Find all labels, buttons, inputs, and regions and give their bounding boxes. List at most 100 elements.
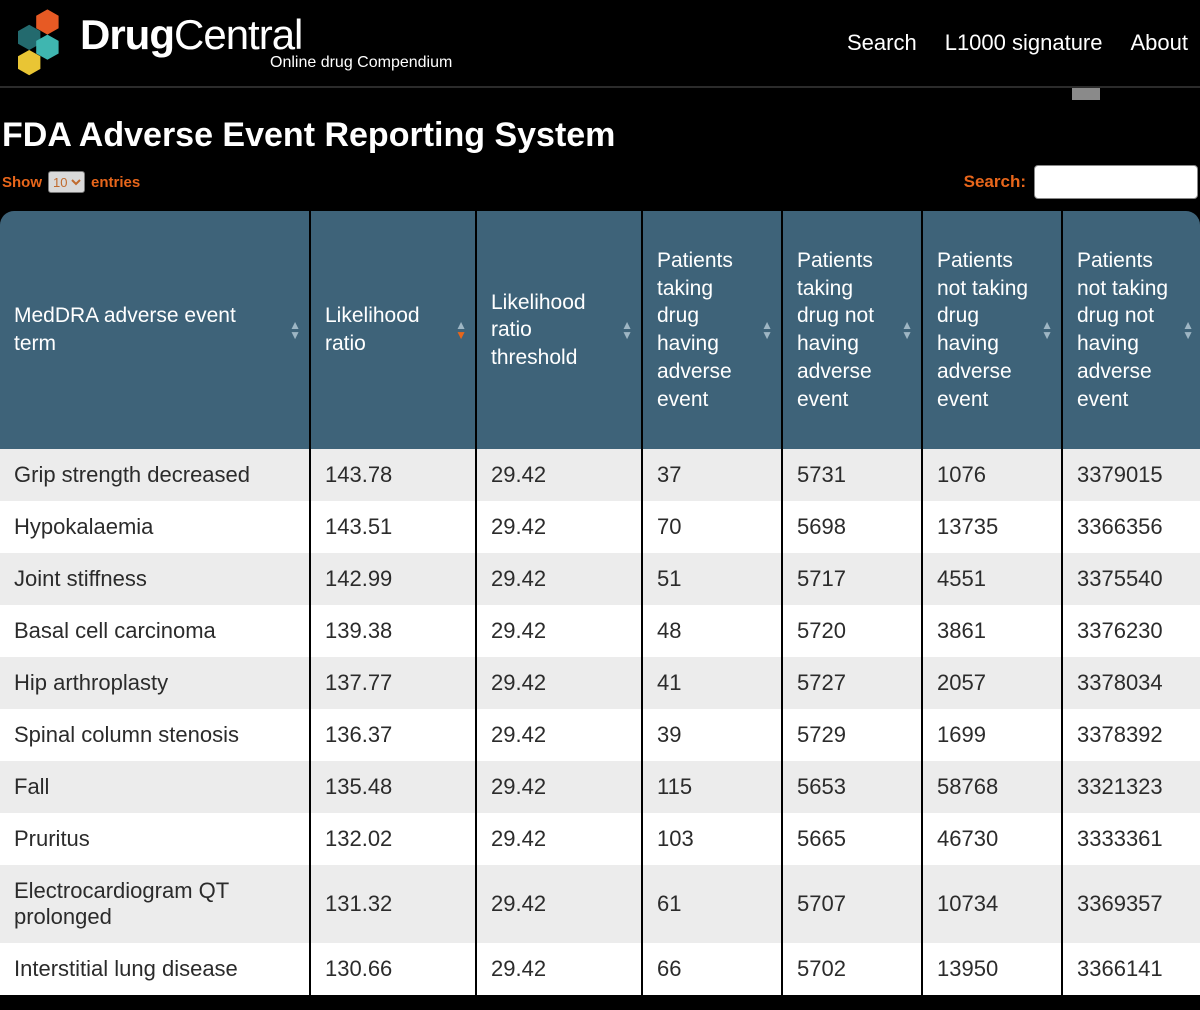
sort-icon: ▲▼	[455, 321, 467, 339]
table-wrap: MedDRA adverse event term▲▼Likelihood ra…	[0, 211, 1200, 995]
table-cell: 29.42	[476, 553, 642, 605]
table-cell: 5727	[782, 657, 922, 709]
table-cell: Joint stiffness	[0, 553, 310, 605]
table-cell: 29.42	[476, 709, 642, 761]
brand-subtitle: Online drug Compendium	[270, 54, 452, 72]
table-cell: 29.42	[476, 501, 642, 553]
column-header-label: Patients not taking drug having adverse …	[937, 249, 1028, 411]
column-header-label: Patients taking drug not having adverse …	[797, 249, 874, 411]
show-label: Show	[2, 174, 42, 191]
sort-icon: ▲▼	[289, 321, 301, 339]
brand-title: DrugCentral	[80, 14, 302, 56]
table-cell: 131.32	[310, 865, 476, 943]
table-cell: 5731	[782, 449, 922, 501]
table-cell: 3321323	[1062, 761, 1200, 813]
table-row: Hypokalaemia143.5129.4270569813735336635…	[0, 501, 1200, 553]
page: FDA Adverse Event Reporting System Show …	[0, 88, 1200, 995]
table-cell: Hypokalaemia	[0, 501, 310, 553]
table-cell: 61	[642, 865, 782, 943]
nav-l1000[interactable]: L1000 signature	[945, 30, 1103, 56]
table-cell: 130.66	[310, 943, 476, 995]
table-cell: 5720	[782, 605, 922, 657]
table-cell: 29.42	[476, 761, 642, 813]
entries-label: entries	[91, 174, 140, 191]
table-cell: Fall	[0, 761, 310, 813]
search-label: Search:	[964, 172, 1026, 192]
table-cell: 143.51	[310, 501, 476, 553]
table-cell: 39	[642, 709, 782, 761]
table-head: MedDRA adverse event term▲▼Likelihood ra…	[0, 211, 1200, 449]
table-row: Joint stiffness142.9929.4251571745513375…	[0, 553, 1200, 605]
table-cell: Spinal column stenosis	[0, 709, 310, 761]
nav-search[interactable]: Search	[847, 30, 917, 56]
table-cell: 132.02	[310, 813, 476, 865]
faers-table: MedDRA adverse event term▲▼Likelihood ra…	[0, 211, 1200, 995]
table-cell: 1699	[922, 709, 1062, 761]
table-cell: 58768	[922, 761, 1062, 813]
table-cell: 66	[642, 943, 782, 995]
logo-icon	[4, 8, 74, 78]
table-cell: 3375540	[1062, 553, 1200, 605]
nav-about[interactable]: About	[1131, 30, 1189, 56]
table-cell: Basal cell carcinoma	[0, 605, 310, 657]
table-cell: 115	[642, 761, 782, 813]
column-header[interactable]: Likelihood ratio▲▼	[310, 211, 476, 449]
show-entries: Show 10 entries	[2, 171, 140, 193]
table-cell: 135.48	[310, 761, 476, 813]
table-cell: 51	[642, 553, 782, 605]
table-controls: Show 10 entries Search:	[0, 165, 1200, 205]
table-cell: 3376230	[1062, 605, 1200, 657]
table-row: Interstitial lung disease130.6629.426657…	[0, 943, 1200, 995]
table-cell: 29.42	[476, 657, 642, 709]
table-cell: 3366356	[1062, 501, 1200, 553]
column-header[interactable]: Patients taking drug not having adverse …	[782, 211, 922, 449]
table-cell: 29.42	[476, 865, 642, 943]
table-cell: 48	[642, 605, 782, 657]
table-cell: Hip arthroplasty	[0, 657, 310, 709]
table-cell: 142.99	[310, 553, 476, 605]
table-cell: 5729	[782, 709, 922, 761]
sort-icon: ▲▼	[1182, 321, 1194, 339]
table-cell: Electrocardiogram QT prolonged	[0, 865, 310, 943]
table-cell: 70	[642, 501, 782, 553]
table-row: Pruritus132.0229.421035665467303333361	[0, 813, 1200, 865]
table-cell: 4551	[922, 553, 1062, 605]
sort-icon: ▲▼	[621, 321, 633, 339]
table-cell: 29.42	[476, 813, 642, 865]
brand: DrugCentral Online drug Compendium	[4, 8, 452, 78]
table-cell: 29.42	[476, 605, 642, 657]
table-cell: 5702	[782, 943, 922, 995]
table-cell: 13950	[922, 943, 1062, 995]
table-cell: 5665	[782, 813, 922, 865]
table-cell: 13735	[922, 501, 1062, 553]
search-input[interactable]	[1034, 165, 1198, 199]
table-cell: 46730	[922, 813, 1062, 865]
table-cell: 3369357	[1062, 865, 1200, 943]
column-header[interactable]: Patients not taking drug having adverse …	[922, 211, 1062, 449]
column-header[interactable]: Patients not taking drug not having adve…	[1062, 211, 1200, 449]
table-cell: Interstitial lung disease	[0, 943, 310, 995]
table-cell: 136.37	[310, 709, 476, 761]
column-header[interactable]: Patients taking drug having adverse even…	[642, 211, 782, 449]
table-cell: 5653	[782, 761, 922, 813]
table-cell: Grip strength decreased	[0, 449, 310, 501]
brand-title-strong: Drug	[80, 11, 174, 58]
table-cell: 143.78	[310, 449, 476, 501]
table-cell: 5717	[782, 553, 922, 605]
table-cell: 3378392	[1062, 709, 1200, 761]
column-header[interactable]: MedDRA adverse event term▲▼	[0, 211, 310, 449]
table-cell: 137.77	[310, 657, 476, 709]
table-cell: 41	[642, 657, 782, 709]
table-cell: 29.42	[476, 943, 642, 995]
table-cell: 5698	[782, 501, 922, 553]
table-cell: 29.42	[476, 449, 642, 501]
table-row: Electrocardiogram QT prolonged131.3229.4…	[0, 865, 1200, 943]
table-cell: 5707	[782, 865, 922, 943]
table-cell: 1076	[922, 449, 1062, 501]
table-cell: 3379015	[1062, 449, 1200, 501]
table-row: Fall135.4829.421155653587683321323	[0, 761, 1200, 813]
column-header-label: Patients taking drug having adverse even…	[657, 249, 733, 411]
page-size-select[interactable]: 10	[48, 171, 85, 193]
column-header[interactable]: Likelihood ratio threshold▲▼	[476, 211, 642, 449]
brand-title-light: Central	[174, 11, 302, 58]
